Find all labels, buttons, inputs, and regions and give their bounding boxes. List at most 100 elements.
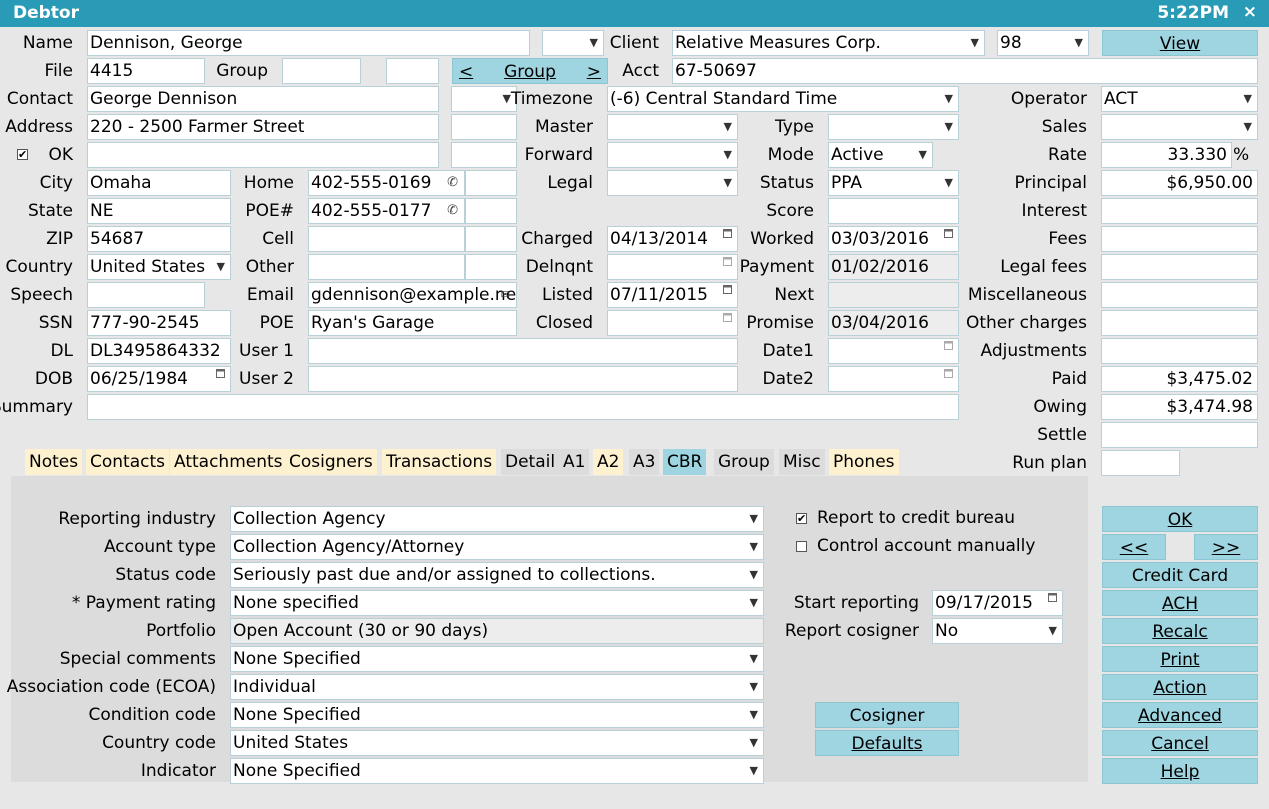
group-prev[interactable]: < xyxy=(459,62,474,82)
settle-field[interactable] xyxy=(1101,422,1258,448)
calendar-icon[interactable] xyxy=(216,368,225,378)
timezone-select[interactable]: (-6) Central Standard Time ▼ xyxy=(607,86,959,112)
special-comments-select[interactable]: None Specified ▼ xyxy=(230,646,764,672)
print-button[interactable]: Print xyxy=(1102,646,1258,672)
close-icon[interactable]: × xyxy=(1242,2,1257,22)
calendar-icon[interactable] xyxy=(723,312,732,322)
next-record-button[interactable]: >> xyxy=(1194,534,1258,560)
tab-a2[interactable]: A2 xyxy=(593,449,624,475)
tab-a3[interactable]: A3 xyxy=(629,449,660,475)
sales-select[interactable]: ▼ xyxy=(1101,114,1258,140)
report-cosigner-select[interactable]: No ▼ xyxy=(932,618,1063,644)
user1-field[interactable] xyxy=(308,338,738,364)
cancel-button[interactable]: Cancel xyxy=(1102,730,1258,756)
tab-detail[interactable]: Detail xyxy=(501,449,560,475)
file-field[interactable]: 4415 xyxy=(87,58,205,84)
forward-select[interactable]: ▼ xyxy=(607,142,738,168)
tab-transactions[interactable]: Transactions xyxy=(382,449,497,475)
other-ext-field[interactable] xyxy=(465,254,517,280)
speech-field[interactable] xyxy=(87,282,205,308)
calendar-icon[interactable] xyxy=(1048,592,1057,602)
tab-notes[interactable]: Notes xyxy=(25,449,83,475)
other-phone-field[interactable] xyxy=(308,254,465,280)
report-to-bureau-checkbox[interactable]: ✔ xyxy=(796,512,807,525)
poe-ext-field[interactable] xyxy=(465,198,517,224)
phone-icon[interactable]: ✆ xyxy=(447,203,458,218)
master-select[interactable]: ▼ xyxy=(607,114,738,140)
client-select[interactable]: Relative Measures Corp. ▼ xyxy=(672,30,985,56)
summary-field[interactable] xyxy=(87,394,959,420)
phone-icon[interactable]: ✆ xyxy=(447,175,458,190)
owing-field[interactable]: $3,474.98 xyxy=(1101,394,1258,420)
closed-date-field[interactable] xyxy=(607,310,738,336)
worked-date-field[interactable]: 03/03/2016 xyxy=(828,226,959,252)
run-plan-field[interactable] xyxy=(1101,450,1180,476)
recalc-button[interactable]: Recalc xyxy=(1102,618,1258,644)
date1-field[interactable] xyxy=(828,338,959,364)
calendar-icon[interactable] xyxy=(723,228,732,238)
tab-misc[interactable]: Misc xyxy=(779,449,825,475)
group-nav-button[interactable]: < Group > xyxy=(452,58,608,84)
action-button[interactable]: Action xyxy=(1102,674,1258,700)
reporting-industry-select[interactable]: Collection Agency ▼ xyxy=(230,506,764,532)
prev-record-button[interactable]: << xyxy=(1102,534,1166,560)
ecoa-select[interactable]: Individual ▼ xyxy=(230,674,764,700)
calendar-icon[interactable] xyxy=(723,284,732,294)
ok-checkbox[interactable]: ✔ xyxy=(17,148,28,161)
payment-rating-select[interactable]: None specified ▼ xyxy=(230,590,764,616)
control-manually-checkbox[interactable] xyxy=(796,541,807,552)
tab-cosigners[interactable]: Cosigners xyxy=(285,449,377,475)
poe-field[interactable]: Ryan's Garage xyxy=(308,310,517,336)
adjustments-field[interactable] xyxy=(1101,338,1258,364)
principal-field[interactable]: $6,950.00 xyxy=(1101,170,1258,196)
credit-card-button[interactable]: Credit Card xyxy=(1102,562,1258,588)
state-field[interactable]: NE xyxy=(87,198,231,224)
charged-date-field[interactable]: 04/13/2014 xyxy=(607,226,738,252)
email-field[interactable]: gdennison@example.net ✉ xyxy=(308,282,517,308)
name-suffix-select[interactable]: ▼ xyxy=(542,30,604,56)
interest-field[interactable] xyxy=(1101,198,1258,224)
defaults-button[interactable]: Defaults xyxy=(815,730,959,756)
tab-cbr[interactable]: CBR xyxy=(663,449,707,475)
cell-phone-field[interactable] xyxy=(308,226,465,252)
indicator-select[interactable]: None Specified ▼ xyxy=(230,758,764,784)
acct-field[interactable]: 67-50697 xyxy=(672,58,1258,84)
home-ext-field[interactable] xyxy=(465,170,517,196)
dob-field[interactable]: 06/25/1984 xyxy=(87,366,231,392)
ach-button[interactable]: ACH xyxy=(1102,590,1258,616)
tab-attachments[interactable]: Attachments xyxy=(170,449,287,475)
name-field[interactable]: Dennison, George xyxy=(87,30,530,56)
cosigner-button[interactable]: Cosigner xyxy=(815,702,959,728)
condition-code-select[interactable]: None Specified ▼ xyxy=(230,702,764,728)
contact-select[interactable]: ▼ xyxy=(451,86,517,112)
zip-field[interactable]: 54687 xyxy=(87,226,231,252)
contact-field[interactable]: George Dennison xyxy=(87,86,439,112)
legal-select[interactable]: ▼ xyxy=(607,170,738,196)
address-line2-extra-field[interactable] xyxy=(451,142,517,168)
home-phone-field[interactable]: 402-555-0169 ✆ xyxy=(308,170,465,196)
group-field-2[interactable] xyxy=(386,58,439,84)
calendar-icon[interactable] xyxy=(723,256,732,266)
account-type-select[interactable]: Collection Agency/Attorney ▼ xyxy=(230,534,764,560)
tab-group[interactable]: Group xyxy=(714,449,774,475)
ok-button[interactable]: OK xyxy=(1102,506,1258,532)
dl-field[interactable]: DL3495864332 xyxy=(87,338,231,364)
fees-field[interactable] xyxy=(1101,226,1258,252)
status-select[interactable]: PPA ▼ xyxy=(828,170,959,196)
start-reporting-date-field[interactable]: 09/17/2015 xyxy=(932,590,1063,616)
other-charges-field[interactable] xyxy=(1101,310,1258,336)
operator-select[interactable]: ACT ▼ xyxy=(1101,86,1258,112)
date2-field[interactable] xyxy=(828,366,959,392)
listed-date-field[interactable]: 07/11/2015 xyxy=(607,282,738,308)
city-field[interactable]: Omaha xyxy=(87,170,231,196)
score-field[interactable] xyxy=(828,198,959,224)
group-field-1[interactable] xyxy=(282,58,361,84)
address-line2-field[interactable] xyxy=(87,142,439,168)
paid-field[interactable]: $3,475.02 xyxy=(1101,366,1258,392)
address-field[interactable]: 220 - 2500 Farmer Street xyxy=(87,114,439,140)
status-code-select[interactable]: Seriously past due and/or assigned to co… xyxy=(230,562,764,588)
calendar-icon[interactable] xyxy=(944,368,953,378)
legal-fees-field[interactable] xyxy=(1101,254,1258,280)
rate-field[interactable]: 33.330 xyxy=(1101,142,1232,168)
delnqnt-date-field[interactable] xyxy=(607,254,738,280)
